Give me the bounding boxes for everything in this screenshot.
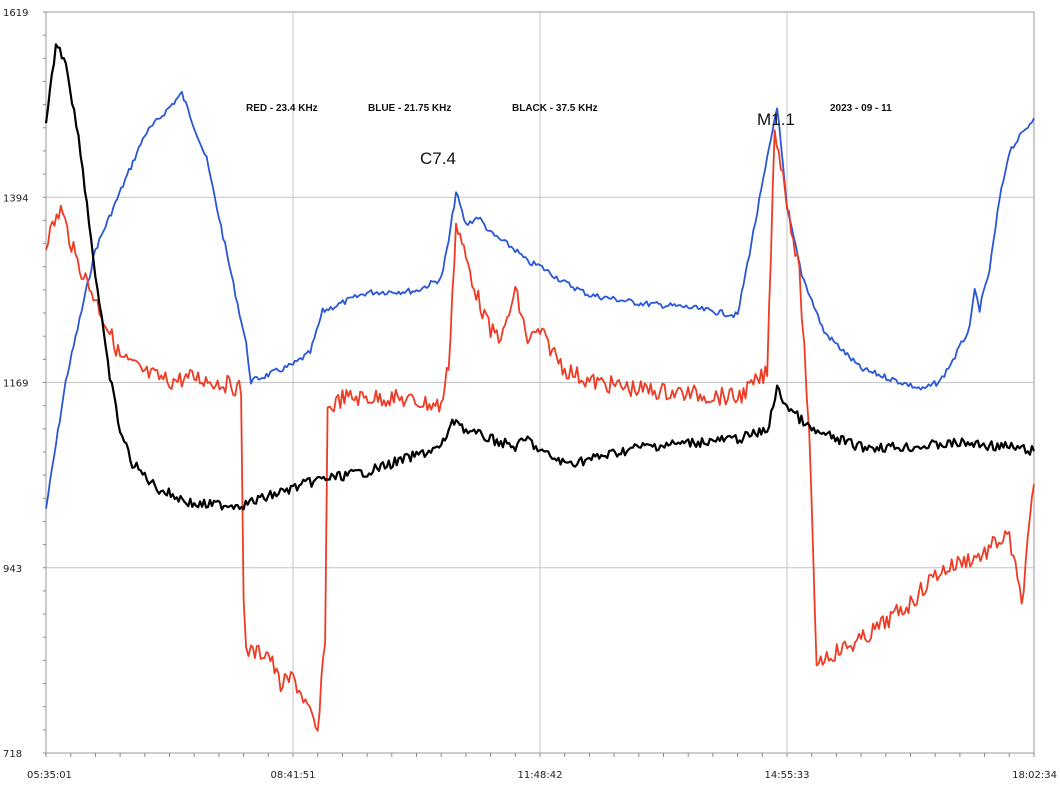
- x-tick-label: 05:35:01: [27, 770, 72, 781]
- legend-black-label: BLACK - 37.5 KHz: [512, 103, 598, 114]
- grid-layer: [45, 11, 1035, 754]
- y-tick-label: 1169: [3, 379, 28, 390]
- date-label: 2023 - 09 - 11: [830, 103, 892, 114]
- series-line-0: [45, 90, 1035, 509]
- y-tick-label: 943: [3, 564, 22, 575]
- y-tick-label: 1394: [3, 193, 28, 204]
- y-tick-label: 718: [3, 749, 22, 760]
- y-tick-label: 1619: [3, 8, 28, 19]
- legend-blue-label: BLUE - 21.75 KHz: [368, 103, 451, 114]
- x-tick-label: 11:48:42: [518, 770, 563, 781]
- x-tick-label: 18:02:34: [1012, 770, 1057, 781]
- flare-m1-1-label: M1.1: [757, 110, 795, 129]
- tick-layer: 1619 1394 1169 943 718 05:35:01 08:41:51 11:48:…: [3, 8, 1057, 781]
- series-line-1: [45, 129, 1035, 732]
- series-layer: [44, 43, 1036, 732]
- x-tick-label: 08:41:51: [271, 770, 316, 781]
- flare-c7-4-label: C7.4: [420, 149, 456, 168]
- x-tick-label: 14:55:33: [765, 770, 810, 781]
- series-line-2: [44, 43, 1036, 511]
- legend-red-label: RED - 23.4 KHz: [246, 103, 318, 114]
